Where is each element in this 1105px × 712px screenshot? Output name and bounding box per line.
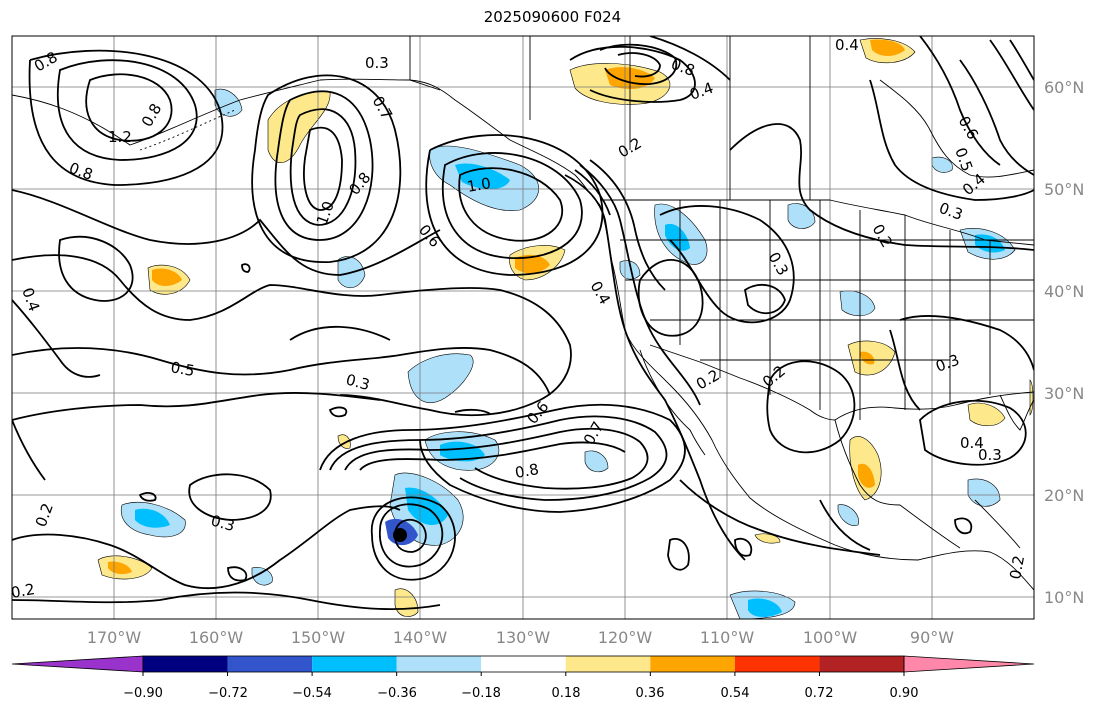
colorbar-tick-label: 0.18	[552, 686, 581, 701]
colorbar-segment	[396, 656, 482, 672]
colorbar-tick-label: 0.72	[805, 686, 834, 701]
contour-label: 0.3	[978, 446, 1002, 464]
colorbar-segment	[227, 656, 313, 672]
contour-label: 0.8	[514, 460, 541, 482]
lat-label: 10°N	[1044, 588, 1084, 607]
colorbar-segment	[143, 656, 228, 672]
lat-lon-grid	[12, 36, 1034, 619]
colorbar-extend-right	[903, 655, 1035, 673]
contour-label: 0.3	[344, 370, 372, 394]
colorbar-tick-label: 0.36	[636, 686, 665, 701]
colorbar-segment	[565, 656, 651, 672]
lon-label: 130°W	[496, 628, 551, 647]
contour-label: 0.2	[10, 580, 37, 602]
coastlines-and-borders	[12, 36, 1034, 591]
colorbar-segment	[734, 656, 820, 672]
contour-label: 0.3	[365, 54, 389, 72]
lon-label: 100°W	[803, 628, 858, 647]
contour-label: 0.4	[960, 434, 984, 452]
colorbar: −0.90 −0.72 −0.54 −0.36 −0.18 0.18 0.36 …	[11, 655, 1035, 701]
colorbar-segment	[650, 656, 735, 672]
colorbar-tick-label: −0.18	[461, 686, 501, 701]
colorbar-tick-labels: −0.90 −0.72 −0.54 −0.36 −0.18 0.18 0.36 …	[123, 686, 918, 701]
lon-label: 110°W	[700, 628, 755, 647]
lon-label: 150°W	[291, 628, 346, 647]
colorbar-extend-left	[11, 655, 144, 673]
colorbar-segment	[312, 656, 397, 672]
lat-label: 30°N	[1044, 384, 1084, 403]
contour-label: 1.2	[108, 128, 132, 146]
lat-label: 20°N	[1044, 486, 1084, 505]
contour-lines	[12, 36, 1034, 611]
lon-label: 120°W	[598, 628, 653, 647]
colorbar-segments	[11, 655, 1035, 673]
lon-label: 170°W	[87, 628, 142, 647]
lat-label: 50°N	[1044, 180, 1084, 199]
colorbar-tick-label: −0.90	[123, 686, 163, 701]
contour-label: 1.0	[466, 174, 493, 196]
colorbar-ticks	[142, 672, 905, 676]
contour-label: 0.5	[169, 358, 196, 380]
colorbar-tick-label: −0.72	[208, 686, 248, 701]
lat-label: 60°N	[1044, 78, 1084, 97]
colorbar-tick-label: −0.36	[377, 686, 417, 701]
colorbar-segment	[819, 656, 904, 672]
colorbar-segment	[481, 656, 566, 672]
map-title: 2025090600 F024	[483, 8, 622, 26]
colorbar-tick-label: 0.54	[721, 686, 750, 701]
contour-label: 0.4	[835, 36, 859, 54]
latitude-labels: 60°N 50°N 40°N 30°N 20°N 10°N	[1044, 78, 1084, 607]
colorbar-tick-label: 0.90	[890, 686, 919, 701]
lon-label: 90°W	[910, 628, 954, 647]
contour-label: 0.2	[1006, 554, 1028, 581]
low-center-marker	[393, 528, 407, 542]
contour-label: 0.3	[209, 511, 237, 535]
colorbar-border	[142, 655, 905, 673]
colorbar-tick-label: −0.54	[292, 686, 332, 701]
lon-label: 140°W	[393, 628, 448, 647]
lat-label: 40°N	[1044, 282, 1084, 301]
lon-label: 160°W	[189, 628, 244, 647]
map-frame	[11, 35, 1035, 620]
longitude-labels: 170°W 160°W 150°W 140°W 130°W 120°W 110°…	[87, 628, 954, 647]
map-contents: 0.8 0.3 0.8 1.2 0.8 0.7 0.8 1.0 0.6 1.0 …	[10, 36, 1034, 619]
